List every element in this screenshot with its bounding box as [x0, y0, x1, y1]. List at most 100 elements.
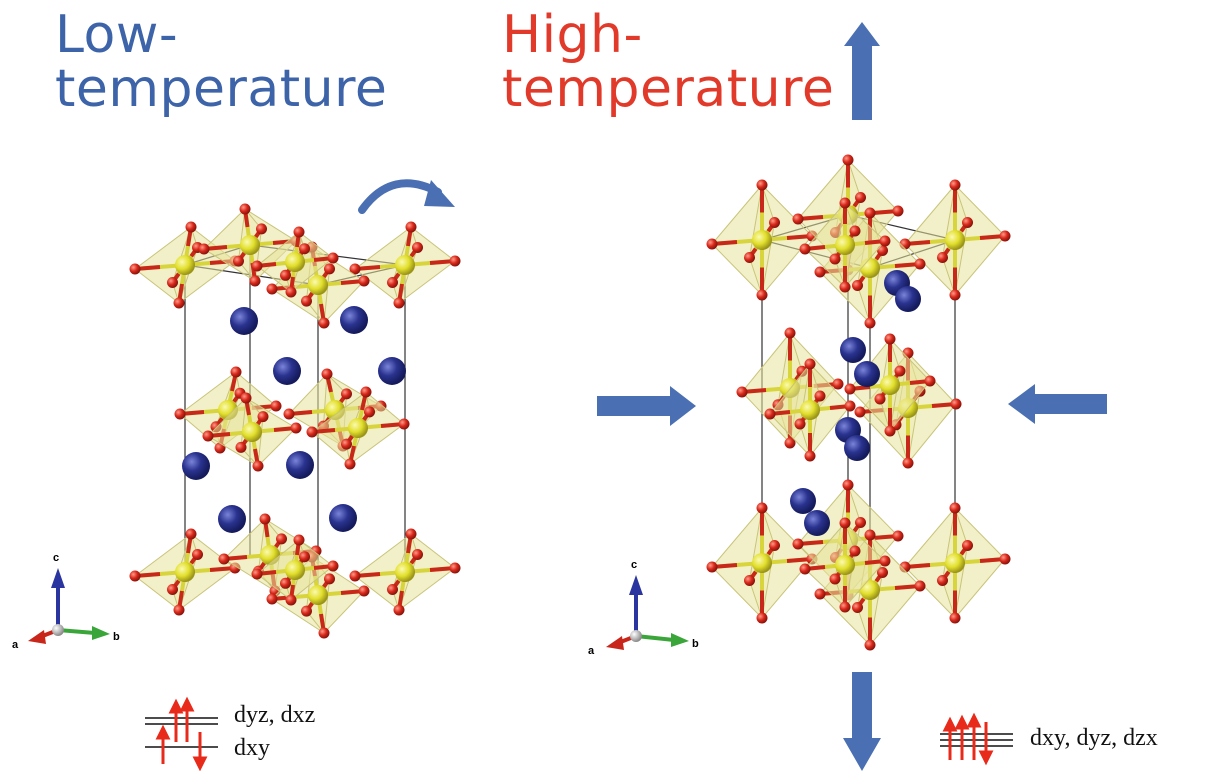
- oxygen-atom: [344, 458, 356, 470]
- octahedron: [251, 534, 339, 606]
- octahedron: [349, 528, 461, 616]
- high-orbital-levels: [940, 712, 1013, 766]
- oxygen-atom: [839, 601, 851, 613]
- metal-atom: [835, 555, 855, 575]
- arrow-left-compress: [1008, 384, 1107, 424]
- oxygen-atom: [360, 386, 372, 398]
- oxygen-atom: [299, 243, 310, 255]
- low-octahedra-layer-bottom: [129, 513, 461, 639]
- oxygen-atom: [321, 368, 333, 380]
- oxygen-atom: [804, 358, 816, 370]
- oxygen-atom: [270, 400, 282, 412]
- high-title-line-1: High-: [502, 5, 643, 65]
- oxygen-atom: [894, 365, 906, 377]
- oxygen-atom: [792, 538, 804, 550]
- oxygen-atom: [327, 252, 339, 264]
- octahedron: [799, 197, 891, 293]
- oxygen-atom: [218, 553, 230, 565]
- oxygen-atom: [839, 517, 851, 529]
- oxygen-atom: [393, 297, 405, 309]
- cation-atom: [340, 306, 368, 334]
- low-cation-atoms: [182, 306, 406, 533]
- metal-atom: [945, 553, 965, 573]
- cation-atom: [286, 451, 314, 479]
- oxygen-atom: [283, 408, 295, 420]
- octahedron: [899, 179, 1011, 301]
- oxygen-atom: [173, 604, 185, 616]
- oxygen-atom: [842, 479, 854, 491]
- oxygen-atom: [266, 593, 278, 605]
- oxygen-atom: [764, 408, 776, 420]
- metal-atom: [860, 580, 880, 600]
- rotation-arrow: [358, 179, 455, 214]
- cation-atom: [854, 361, 880, 387]
- oxygen-atom: [299, 551, 310, 563]
- low-octahedra-layer-middle: [174, 366, 410, 472]
- oxygen-atom: [449, 562, 461, 574]
- axis-b-label-left: b: [113, 631, 120, 643]
- high-octahedra-layer-middle: [736, 327, 962, 469]
- oxygen-atom: [950, 398, 962, 410]
- oxygen-atom: [864, 529, 876, 541]
- oxygen-atom: [706, 238, 718, 250]
- low-temperature-title: Low- temperature: [55, 8, 387, 116]
- oxygen-atom: [744, 575, 755, 586]
- metal-atom: [395, 562, 415, 582]
- cation-atom: [790, 488, 816, 514]
- metal-atom: [175, 255, 195, 275]
- octahedron: [706, 179, 818, 301]
- oxygen-atom: [202, 430, 214, 442]
- oxygen-atom: [341, 438, 352, 450]
- oxygen-atom: [814, 266, 826, 278]
- oxygen-atom: [173, 297, 185, 309]
- oxygen-atom: [251, 260, 263, 272]
- axis-triad-right: c b a: [588, 559, 699, 657]
- oxygen-atom: [756, 179, 768, 191]
- oxygen-atom: [327, 560, 339, 572]
- oxygen-atom: [387, 277, 398, 288]
- metal-atom: [945, 230, 965, 250]
- oxygen-atom: [280, 577, 291, 589]
- oxygen-atom: [756, 612, 768, 624]
- oxygen-atom: [318, 627, 330, 639]
- oxygen-atom: [349, 570, 361, 582]
- oxygen-atom: [257, 411, 269, 423]
- oxygen-atom: [769, 217, 780, 228]
- axis-triad-left: c b a: [12, 552, 120, 651]
- oxygen-atom: [198, 243, 210, 255]
- oxygen-atom: [914, 580, 926, 592]
- oxygen-atom: [167, 584, 178, 595]
- axis-a-label-right: a: [588, 645, 595, 657]
- orbital-label-dyz-dxz: dyz, dxz: [234, 702, 316, 728]
- octahedron: [251, 226, 339, 298]
- oxygen-atom: [736, 386, 748, 398]
- octahedron: [844, 333, 936, 437]
- oxygen-atom: [962, 217, 973, 228]
- oxygen-atom: [290, 422, 302, 434]
- low-octahedra-layer-top: [129, 203, 461, 329]
- oxygen-atom: [849, 225, 861, 237]
- arrow-right-compress: [597, 386, 696, 426]
- oxygen-atom: [405, 528, 417, 540]
- oxygen-atom: [358, 275, 370, 287]
- oxygen-atom: [852, 602, 863, 613]
- high-temperature-title: High- temperature: [502, 8, 834, 116]
- oxygen-atom: [285, 594, 297, 606]
- octahedron: [764, 358, 856, 462]
- oxygen-atom: [276, 533, 287, 545]
- oxygen-atom: [358, 585, 370, 597]
- oxygen-atom: [839, 197, 851, 209]
- oxygen-atom: [799, 243, 811, 255]
- oxygen-atom: [855, 517, 866, 528]
- oxygen-atom: [892, 530, 904, 542]
- oxygen-atom: [844, 400, 856, 412]
- oxygen-atom: [266, 283, 278, 295]
- high-octahedra-layer-bottom: [706, 479, 1011, 651]
- oxygen-atom: [129, 263, 141, 275]
- oxygen-atom: [706, 561, 718, 573]
- oxygen-atom: [233, 255, 244, 267]
- oxygen-atom: [854, 406, 866, 418]
- metal-atom: [242, 422, 262, 442]
- oxygen-atom: [412, 549, 423, 560]
